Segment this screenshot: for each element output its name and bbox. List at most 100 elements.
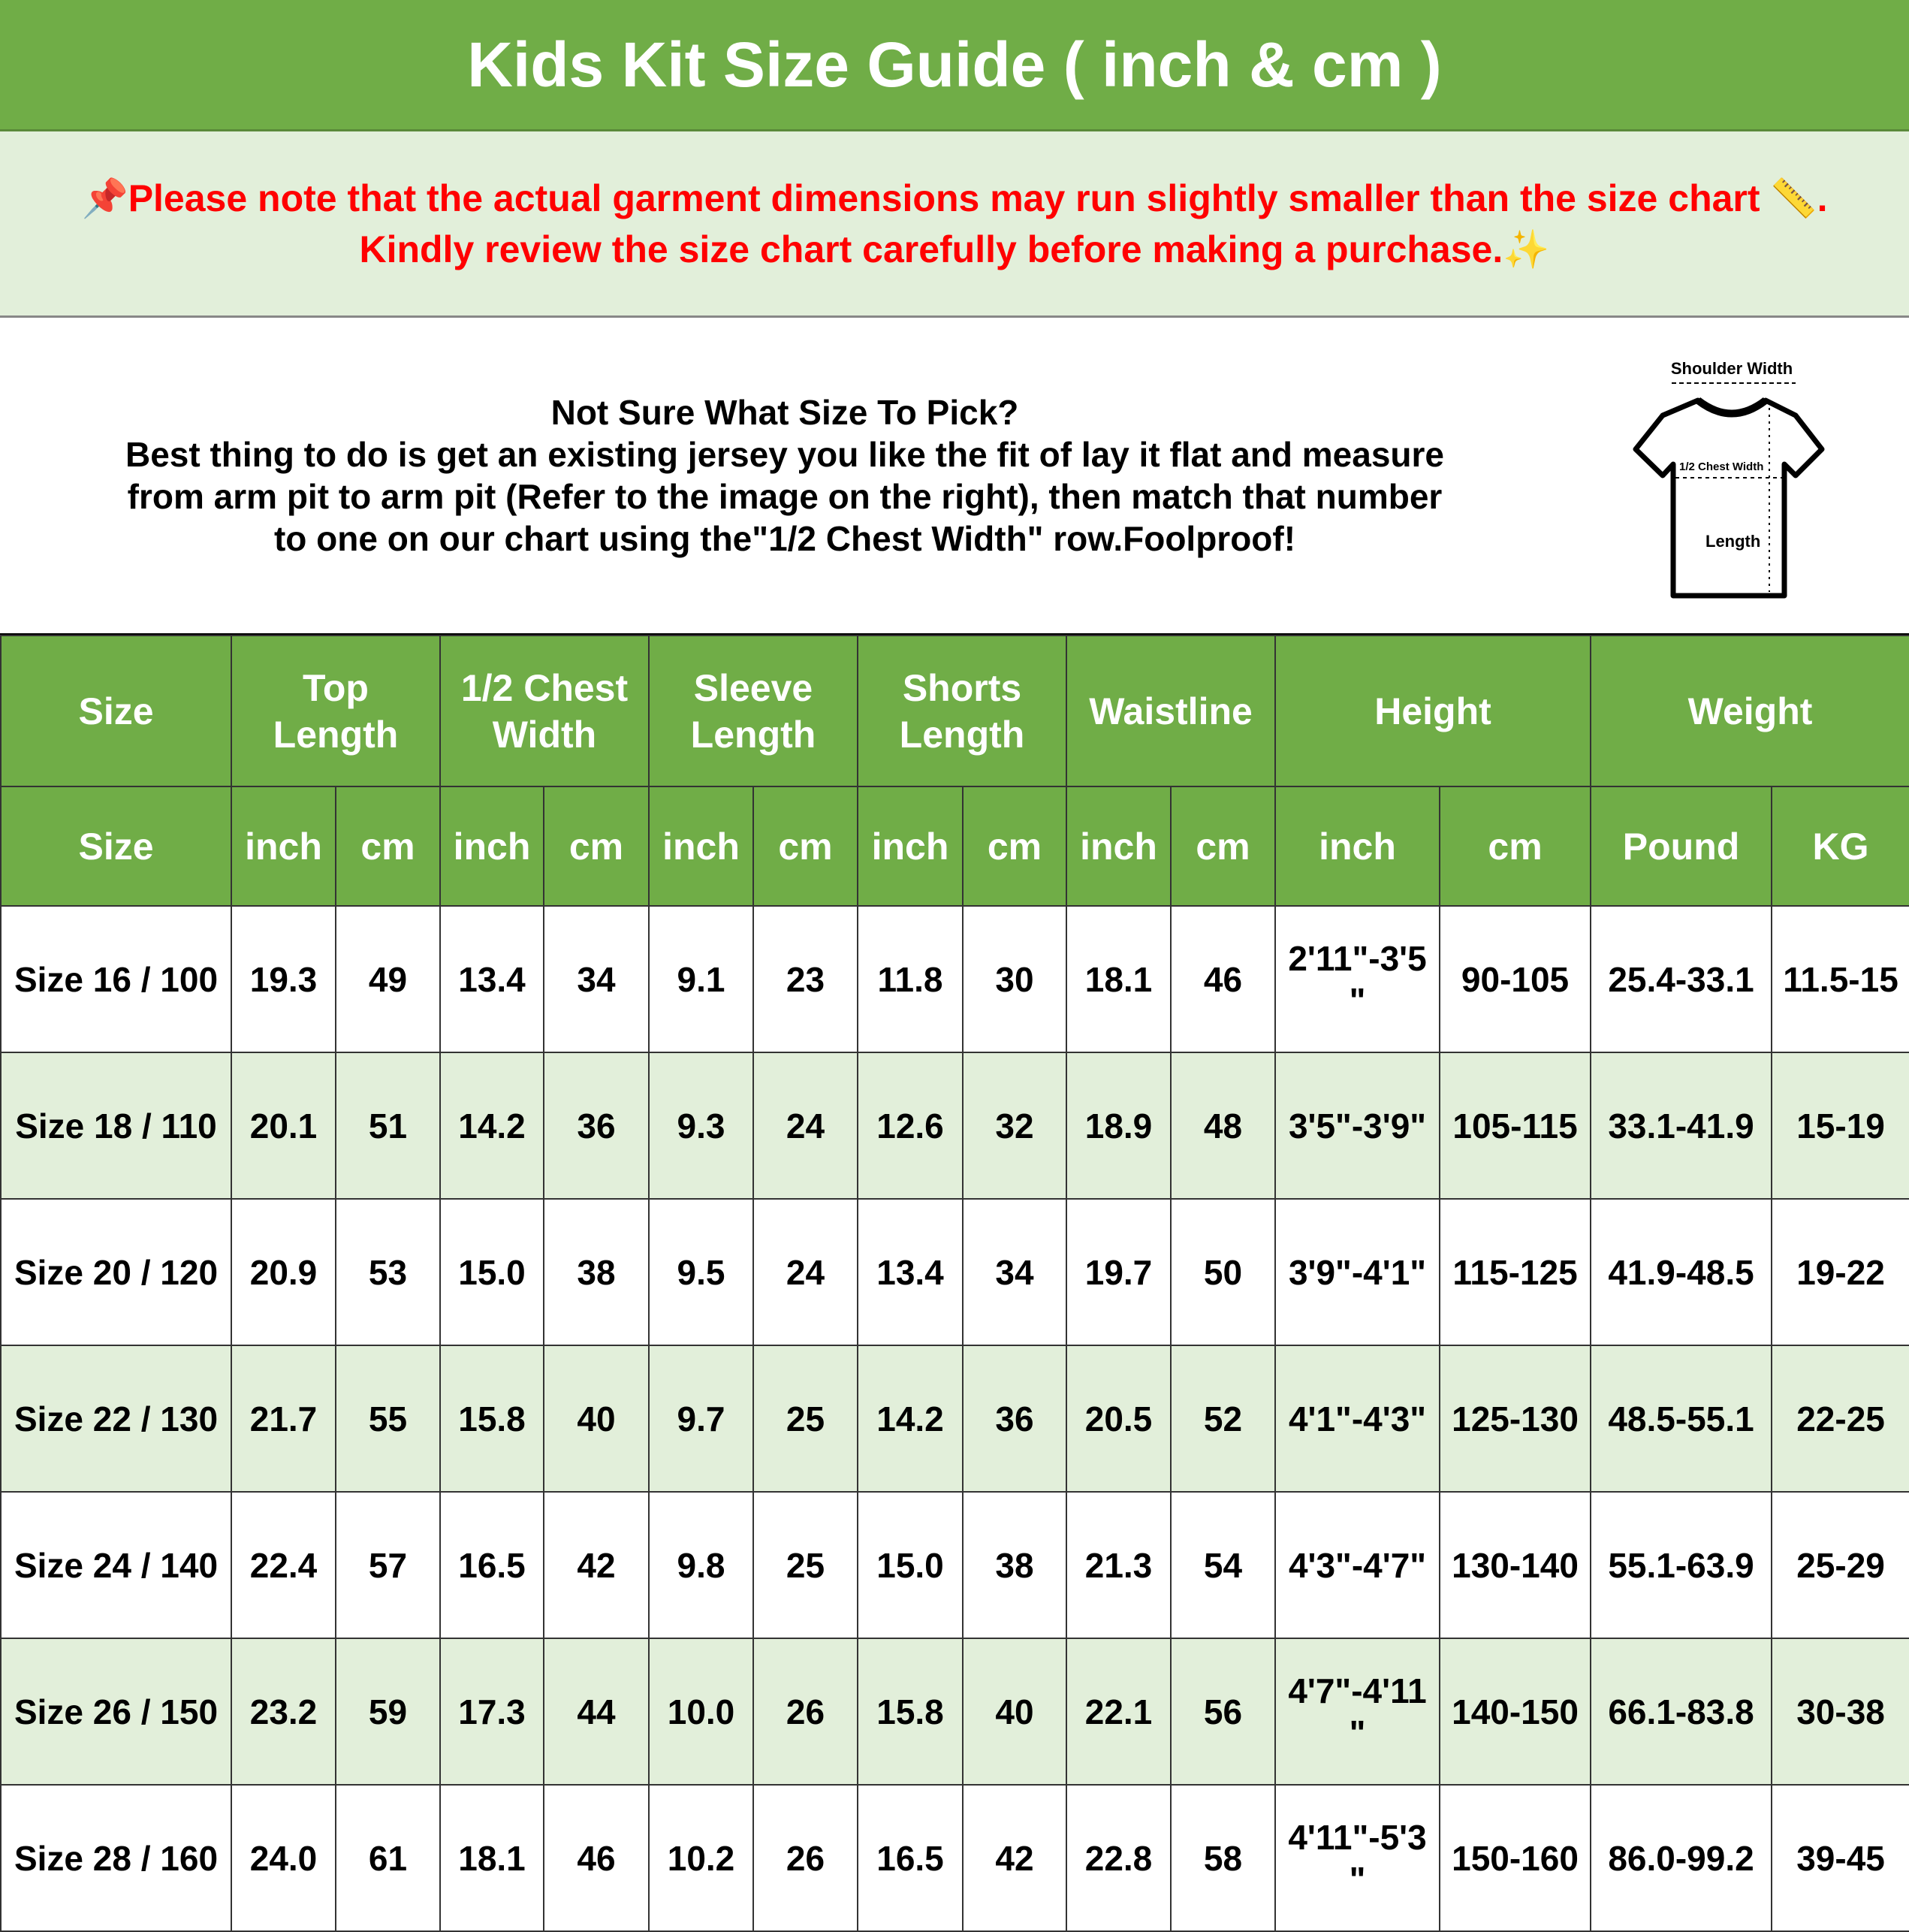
size-cell: Size 16 / 100 bbox=[0, 905, 232, 1053]
notice-line-2: Kindly review the size chart carefully b… bbox=[359, 228, 1550, 270]
value-cell: 4'7"-4'11" bbox=[1274, 1638, 1441, 1786]
value-cell: 61 bbox=[335, 1784, 441, 1932]
value-cell: 90-105 bbox=[1439, 905, 1592, 1053]
value-cell: 86.0-99.2 bbox=[1590, 1784, 1773, 1932]
value-cell: 54 bbox=[1169, 1491, 1277, 1639]
table-row: Size 18 / 110 20.1 51 14.2 36 9.3 24 12.6 32 18.9… bbox=[0, 1052, 1909, 1200]
value-cell: 57 bbox=[335, 1491, 441, 1639]
value-cell: 25 bbox=[752, 1491, 858, 1639]
diagram-chest-label: 1/2 Chest Width bbox=[1679, 460, 1763, 473]
value-cell: 25.4-33.1 bbox=[1590, 905, 1773, 1053]
value-cell: 36 bbox=[962, 1345, 1067, 1493]
table-row: Size 28 / 160 24.0 61 18.1 46 10.2 26 16.5 42 22.… bbox=[0, 1784, 1909, 1932]
unit-cell: inch bbox=[439, 786, 544, 907]
value-cell: 20.9 bbox=[231, 1198, 336, 1346]
value-cell: 4'1"-4'3" bbox=[1274, 1345, 1441, 1493]
value-cell: 4'11"-5'3" bbox=[1274, 1784, 1441, 1932]
size-cell: Size 28 / 160 bbox=[0, 1784, 232, 1932]
value-cell: 50 bbox=[1169, 1198, 1277, 1346]
header-shorts-length: Shorts Length bbox=[857, 635, 1067, 787]
header-size: Size bbox=[0, 635, 232, 787]
value-cell: 21.7 bbox=[231, 1345, 336, 1493]
value-cell: 55.1-63.9 bbox=[1590, 1491, 1773, 1639]
value-cell: 20.1 bbox=[231, 1052, 336, 1200]
table-row: Size 22 / 130 21.7 55 15.8 40 9.7 25 14.2 36 20.5… bbox=[0, 1345, 1909, 1493]
header-weight: Weight bbox=[1590, 635, 1909, 787]
value-cell: 49 bbox=[335, 905, 441, 1053]
value-cell: 12.6 bbox=[857, 1052, 964, 1200]
unit-cell: cm bbox=[1439, 786, 1592, 907]
header-sleeve-length: Sleeve Length bbox=[648, 635, 858, 787]
value-cell: 20.5 bbox=[1066, 1345, 1172, 1493]
value-cell: 52 bbox=[1169, 1345, 1277, 1493]
value-cell: 9.5 bbox=[648, 1198, 754, 1346]
diagram-length-label: Length bbox=[1705, 532, 1760, 551]
value-cell: 39-45 bbox=[1771, 1784, 1909, 1932]
value-cell: 9.1 bbox=[648, 905, 754, 1053]
value-cell: 19.3 bbox=[231, 905, 336, 1053]
unit-cell: inch bbox=[1274, 786, 1441, 907]
value-cell: 48 bbox=[1169, 1052, 1277, 1200]
header-row: Size Top Length 1/2 Chest Width Sleeve L… bbox=[0, 635, 1909, 787]
value-cell: 10.0 bbox=[648, 1638, 754, 1786]
value-cell: 16.5 bbox=[857, 1784, 964, 1932]
notice-line-1: 📌Please note that the actual garment dim… bbox=[81, 177, 1828, 219]
value-cell: 140-150 bbox=[1439, 1638, 1592, 1786]
value-cell: 4'3"-4'7" bbox=[1274, 1491, 1441, 1639]
value-cell: 105-115 bbox=[1439, 1052, 1592, 1200]
info-line-1: Best thing to do is get an existing jers… bbox=[125, 435, 1445, 474]
unit-cell: cm bbox=[962, 786, 1067, 907]
value-cell: 66.1-83.8 bbox=[1590, 1638, 1773, 1786]
value-cell: 3'9"-4'1" bbox=[1274, 1198, 1441, 1346]
unit-cell: cm bbox=[335, 786, 441, 907]
value-cell: 24.0 bbox=[231, 1784, 336, 1932]
value-cell: 14.2 bbox=[439, 1052, 544, 1200]
value-cell: 44 bbox=[543, 1638, 650, 1786]
value-cell: 19-22 bbox=[1771, 1198, 1909, 1346]
value-cell: 11.5-15 bbox=[1771, 905, 1909, 1053]
value-cell: 53 bbox=[335, 1198, 441, 1346]
unit-cell: cm bbox=[752, 786, 858, 907]
value-cell: 30 bbox=[962, 905, 1067, 1053]
value-cell: 40 bbox=[962, 1638, 1067, 1786]
value-cell: 14.2 bbox=[857, 1345, 964, 1493]
value-cell: 10.2 bbox=[648, 1784, 754, 1932]
value-cell: 51 bbox=[335, 1052, 441, 1200]
value-cell: 33.1-41.9 bbox=[1590, 1052, 1773, 1200]
value-cell: 22.4 bbox=[231, 1491, 336, 1639]
unit-cell: inch bbox=[1066, 786, 1172, 907]
value-cell: 115-125 bbox=[1439, 1198, 1592, 1346]
value-cell: 46 bbox=[543, 1784, 650, 1932]
value-cell: 34 bbox=[543, 905, 650, 1053]
value-cell: 59 bbox=[335, 1638, 441, 1786]
value-cell: 15.0 bbox=[439, 1198, 544, 1346]
tshirt-diagram-icon: Shoulder Width 1/2 Chest Width Length bbox=[1633, 359, 1825, 599]
value-cell: 23 bbox=[752, 905, 858, 1053]
value-cell: 24 bbox=[752, 1052, 858, 1200]
value-cell: 22.1 bbox=[1066, 1638, 1172, 1786]
value-cell: 25-29 bbox=[1771, 1491, 1909, 1639]
unit-row: Size inch cm inch cm inch cm inch cm inch cm inch cm… bbox=[0, 786, 1909, 907]
info-section: Not Sure What Size To Pick? Best thing t… bbox=[0, 318, 1909, 635]
value-cell: 38 bbox=[962, 1491, 1067, 1639]
value-cell: 48.5-55.1 bbox=[1590, 1345, 1773, 1493]
table-row: Size 20 / 120 20.9 53 15.0 38 9.5 24 13.4 34 19.7… bbox=[0, 1198, 1909, 1346]
value-cell: 18.1 bbox=[439, 1784, 544, 1932]
page-title: Kids Kit Size Guide ( inch & cm ) bbox=[0, 0, 1909, 131]
unit-cell: inch bbox=[648, 786, 754, 907]
value-cell: 32 bbox=[962, 1052, 1067, 1200]
size-cell: Size 22 / 130 bbox=[0, 1345, 232, 1493]
value-cell: 9.7 bbox=[648, 1345, 754, 1493]
size-cell: Size 20 / 120 bbox=[0, 1198, 232, 1346]
value-cell: 40 bbox=[543, 1345, 650, 1493]
unit-cell: KG bbox=[1771, 786, 1909, 907]
value-cell: 36 bbox=[543, 1052, 650, 1200]
value-cell: 34 bbox=[962, 1198, 1067, 1346]
value-cell: 3'5"-3'9" bbox=[1274, 1052, 1441, 1200]
value-cell: 15.8 bbox=[439, 1345, 544, 1493]
value-cell: 150-160 bbox=[1439, 1784, 1592, 1932]
size-table: Size Top Length 1/2 Chest Width Sleeve L… bbox=[0, 635, 1909, 1932]
value-cell: 22-25 bbox=[1771, 1345, 1909, 1493]
value-cell: 9.8 bbox=[648, 1491, 754, 1639]
header-top-length: Top Length bbox=[231, 635, 441, 787]
